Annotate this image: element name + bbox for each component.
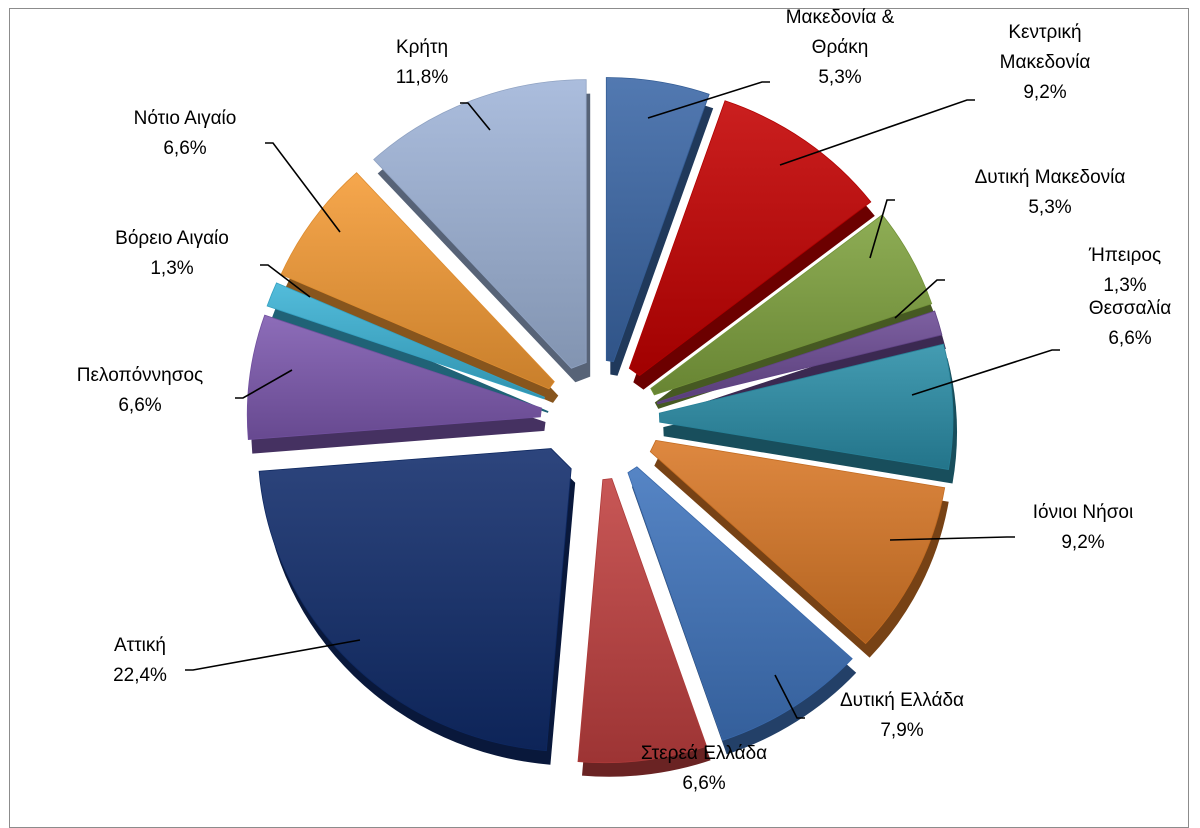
slice-name: Ιόνιοι Νήσοι [1033, 502, 1133, 523]
pie-slice [577, 478, 708, 764]
label-leader-line [869, 199, 895, 259]
slice-percent: 6,6% [1108, 328, 1151, 349]
pie-chart: ΑνατολικήΜακεδονία &Θράκη5,3%ΚεντρικήΜακ… [77, 0, 1171, 794]
slice-label: Κρήτη 11,8% [396, 37, 449, 88]
slice-label: Δυτική Μακεδονία 5,3% [975, 167, 1126, 218]
slice-percent: 11,8% [396, 67, 449, 88]
slice-name: Κεντρική [1008, 22, 1081, 43]
slice-label: Δυτική Ελλάδα 7,9% [840, 690, 964, 741]
label-leader-line [260, 264, 311, 298]
pie-slice [650, 214, 933, 396]
slice-name: Αττική [114, 635, 166, 656]
pie-slice [373, 79, 587, 369]
slice-label: Κεντρική Μακεδονία 9,2% [1000, 22, 1091, 103]
slice-label: Βόρειο Αιγαίο 1,3% [115, 228, 229, 279]
slice-name: Δυτική Μακεδονία [975, 167, 1126, 188]
slice-name: Δυτική Ελλάδα [840, 690, 964, 711]
label-leader-line [911, 349, 1060, 396]
slice-name: Πελοπόννησος [77, 365, 203, 386]
label-leader-line [265, 142, 341, 233]
slice-label: Στερεά Ελλάδα 6,6% [641, 743, 767, 794]
label-leader-line [647, 81, 770, 119]
slice-percent: 6,6% [682, 773, 725, 794]
pie-slice [266, 282, 546, 400]
label-leader-line [889, 536, 1015, 541]
pie-slice [605, 77, 710, 363]
label-leader-line [460, 102, 491, 131]
slice-name: Θράκη [812, 37, 869, 58]
slice-name: Θεσσαλία [1089, 298, 1171, 319]
pie-slice [280, 172, 555, 390]
slice-percent: 6,6% [163, 138, 206, 159]
slice-name: Κρήτη [396, 37, 448, 58]
slice-percent: 1,3% [150, 258, 193, 279]
slice-label: Θεσσαλία 6,6% [1089, 298, 1171, 349]
slice-name: Μακεδονία [1000, 52, 1091, 73]
label-leader-line [779, 99, 975, 166]
slice-name: Μακεδονία & [786, 7, 895, 28]
pie-slice [246, 314, 542, 441]
label-leader-line [774, 674, 805, 719]
slice-name: Βόρειο Αιγαίο [115, 228, 229, 249]
slice-percent: 6,6% [118, 395, 161, 416]
slice-percent: 22,4% [113, 665, 167, 686]
pie-slice [649, 439, 946, 645]
label-leader-line [894, 279, 945, 319]
slice-name: Στερεά Ελλάδα [641, 743, 767, 764]
pie-slice [658, 343, 954, 470]
pie-slice [656, 310, 943, 405]
slice-name: Νότιο Αιγαίο [134, 108, 237, 129]
slice-percent: 5,3% [818, 67, 861, 88]
slice-percent: 1,3% [1103, 275, 1146, 296]
slice-label: Πελοπόννησος 6,6% [77, 365, 203, 416]
label-leader-line [235, 369, 293, 399]
slice-percent: 5,3% [1028, 197, 1071, 218]
slice-label: Ιόνιοι Νήσοι 9,2% [1033, 502, 1133, 553]
pie-slice [628, 100, 872, 377]
slice-label: Αττική 22,4% [113, 635, 167, 686]
pie-slice [627, 466, 853, 741]
slice-percent: 7,9% [880, 720, 923, 741]
label-leader-line [185, 639, 361, 671]
slice-percent: 9,2% [1061, 532, 1104, 553]
slice-label: Νότιο Αιγαίο 6,6% [134, 108, 237, 159]
slice-percent: 9,2% [1023, 82, 1066, 103]
slice-label: Ήπειρος 1,3% [1088, 245, 1161, 296]
pie-slice [258, 448, 572, 752]
slice-name: Ήπειρος [1088, 245, 1161, 266]
